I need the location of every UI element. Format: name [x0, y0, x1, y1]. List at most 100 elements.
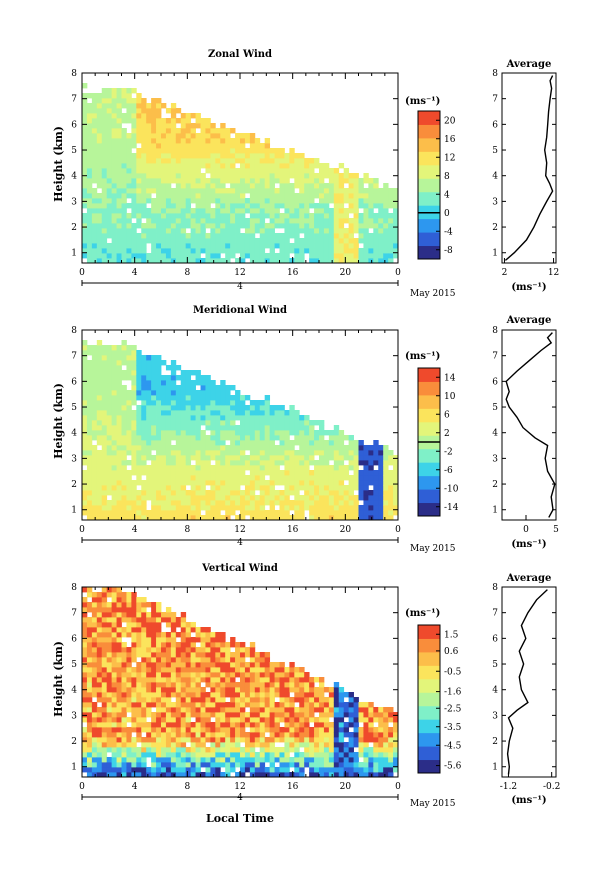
heatmap-cell [373, 515, 379, 521]
heatmap-cell [319, 505, 325, 511]
heatmap-cell [284, 223, 290, 229]
heatmap-cell [225, 168, 231, 174]
heatmap-cell [279, 233, 285, 239]
heatmap-cell [249, 183, 256, 189]
heatmap-cell [309, 712, 315, 718]
heatmap-cell [314, 747, 320, 753]
heatmap-cell [91, 113, 98, 119]
heatmap-cell [185, 173, 192, 179]
heatmap-cell [274, 672, 280, 678]
heatmap-cell [121, 612, 127, 618]
heatmap-cell [244, 672, 251, 678]
heatmap-cell [96, 485, 103, 491]
heatmap-cell [259, 228, 266, 234]
heatmap-cell [309, 158, 315, 164]
heatmap-cell [86, 632, 93, 638]
heatmap-cell [170, 128, 177, 134]
heatmap-cell [328, 233, 335, 239]
heatmap-cell [91, 143, 98, 149]
heatmap-cell [180, 657, 187, 663]
heatmap-cell [195, 727, 201, 733]
heatmap-cell [136, 193, 142, 199]
heatmap-cell [151, 762, 157, 768]
heatmap-cell [126, 657, 132, 663]
heatmap-cell [170, 752, 177, 758]
heatmap-cell [269, 485, 275, 491]
heatmap-cell [348, 757, 354, 763]
heatmap-cell [363, 248, 369, 254]
heatmap-cell [264, 657, 271, 663]
heatmap-cell [284, 435, 290, 441]
heatmap-cell [309, 475, 315, 481]
heatmap-cell [289, 490, 295, 496]
heatmap-cell [373, 243, 379, 249]
heatmap-cell [161, 380, 167, 386]
heatmap-cell [170, 178, 177, 184]
heatmap-cell [86, 228, 93, 234]
heatmap-cell [269, 682, 275, 688]
heatmap-cell [96, 607, 103, 613]
heatmap-cell [259, 258, 266, 264]
heatmap-cell [146, 420, 152, 426]
heatmap-cell [141, 652, 147, 658]
heatmap-cell [309, 727, 315, 733]
heatmap-cell [101, 203, 108, 209]
heatmap-cell [116, 355, 122, 361]
heatmap-cell [146, 405, 152, 411]
heatmap-cell [91, 168, 98, 174]
heatmap-cell [323, 500, 330, 506]
heatmap-cell [388, 480, 394, 486]
heatmap-cell [101, 672, 108, 678]
heatmap-cell [82, 692, 88, 698]
heatmap-cell [343, 515, 350, 521]
heatmap-cell [220, 742, 226, 748]
heatmap-cell [111, 395, 117, 401]
heatmap-cell [333, 425, 340, 431]
heatmap-cell [141, 178, 147, 184]
heatmap-cell [151, 248, 157, 254]
heatmap-cell [101, 218, 108, 224]
heatmap-cell [121, 602, 127, 608]
heatmap-cell [96, 178, 103, 184]
heatmap-cell [259, 425, 266, 431]
heatmap-cell [230, 233, 236, 239]
heatmap-cell [86, 375, 93, 381]
heatmap-cell [259, 672, 266, 678]
heatmap-cell [289, 193, 295, 199]
heatmap-cell [180, 652, 187, 658]
heatmap-cell [146, 485, 152, 491]
heatmap-cell [358, 253, 364, 259]
date-label: May 2015 [410, 544, 456, 554]
heatmap-cell [284, 757, 290, 763]
heatmap-cell [299, 153, 305, 159]
heatmap-cell [190, 173, 196, 179]
heatmap-cell [91, 390, 98, 396]
heatmap-cell [141, 113, 147, 119]
heatmap-cell [323, 722, 330, 728]
heatmap-cell [146, 425, 152, 431]
heatmap-cell [131, 183, 137, 189]
heatmap-cell [215, 168, 221, 174]
heatmap-cell [156, 395, 162, 401]
heatmap-cell [249, 168, 256, 174]
heatmap-cell [111, 88, 117, 94]
heatmap-cell [368, 183, 374, 189]
heatmap-cell [106, 627, 113, 633]
heatmap-cell [180, 420, 187, 426]
heatmap-cell [393, 193, 399, 199]
heatmap-cell [170, 253, 177, 259]
heatmap-cell [363, 510, 369, 516]
heatmap-cell [225, 510, 231, 516]
heatmap-cell [304, 692, 310, 698]
heatmap-cell [195, 203, 201, 209]
heatmap-cell [96, 248, 103, 254]
heatmap-cell [170, 647, 177, 653]
heatmap-cell [141, 682, 147, 688]
heatmap-cell [146, 168, 152, 174]
heatmap-cell [165, 480, 172, 486]
heatmap-cell [259, 762, 266, 768]
heatmap-cell [190, 647, 196, 653]
heatmap-cell [284, 445, 290, 451]
heatmap-cell [254, 430, 261, 436]
heatmap-cell [111, 717, 117, 723]
